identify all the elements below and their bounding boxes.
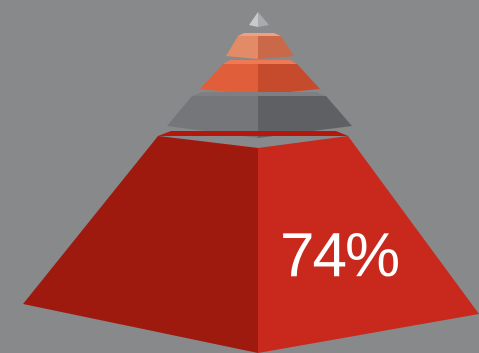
pyramid-tier-red-base — [23, 131, 479, 353]
tier-orange-top — [223, 60, 297, 64]
tier-red-right-face — [258, 136, 479, 353]
top-cap-left-face — [249, 12, 258, 27]
tier-red-top — [158, 131, 348, 136]
tier-orange-right — [258, 64, 320, 95]
pyramid-tier-orange — [200, 60, 320, 95]
tier-light-orange-left — [226, 36, 258, 59]
percentage-label: 74% — [280, 221, 398, 290]
tier-light-orange-top — [238, 33, 281, 36]
tier-gray-left — [167, 96, 258, 138]
pyramid-top-cap — [249, 12, 269, 27]
tier-orange-left — [200, 64, 258, 95]
tier-red-left-face — [23, 136, 258, 353]
top-cap-right-face — [258, 12, 269, 27]
pyramid-tier-gray — [167, 92, 352, 138]
tier-gray-right — [258, 96, 352, 138]
tier-gray-top — [192, 92, 326, 96]
pyramid-tier-light-orange — [226, 33, 294, 59]
tier-light-orange-right — [258, 36, 294, 59]
